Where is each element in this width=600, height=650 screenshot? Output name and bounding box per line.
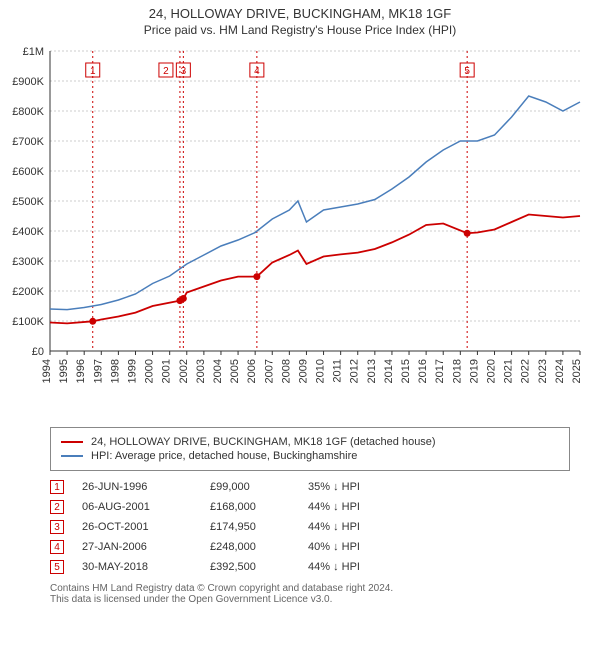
svg-text:2024: 2024 [554, 359, 566, 383]
transaction-row: 3 26-OCT-2001 £174,950 44% ↓ HPI [50, 517, 570, 537]
transaction-hpi: 40% ↓ HPI [308, 541, 398, 553]
svg-text:2015: 2015 [400, 359, 412, 383]
transactions-table: 1 26-JUN-1996 £99,000 35% ↓ HPI 2 06-AUG-2001… [50, 477, 570, 577]
svg-text:2025: 2025 [571, 359, 583, 383]
footer-line-2: This data is licensed under the Open Gov… [50, 594, 570, 605]
transaction-row: 2 06-AUG-2001 £168,000 44% ↓ HPI [50, 497, 570, 517]
legend-swatch [61, 441, 83, 443]
svg-text:£400K: £400K [12, 226, 44, 238]
svg-text:2016: 2016 [417, 359, 429, 383]
transaction-price: £99,000 [210, 481, 290, 493]
svg-text:£300K: £300K [12, 256, 44, 268]
transaction-hpi: 44% ↓ HPI [308, 501, 398, 513]
svg-text:£1M: £1M [23, 46, 44, 58]
transaction-date: 26-JUN-1996 [82, 481, 192, 493]
svg-text:2005: 2005 [229, 359, 241, 383]
svg-text:1: 1 [90, 66, 96, 77]
transaction-number-box: 2 [50, 500, 64, 514]
transaction-price: £174,950 [210, 521, 290, 533]
svg-text:1996: 1996 [75, 359, 87, 383]
transaction-date: 27-JAN-2006 [82, 541, 192, 553]
svg-text:2001: 2001 [161, 359, 173, 383]
chart-titles: 24, HOLLOWAY DRIVE, BUCKINGHAM, MK18 1GF… [0, 0, 600, 41]
svg-text:2021: 2021 [503, 359, 515, 383]
transaction-row: 4 27-JAN-2006 £248,000 40% ↓ HPI [50, 537, 570, 557]
svg-text:£0: £0 [32, 346, 44, 358]
transaction-price: £168,000 [210, 501, 290, 513]
svg-text:2010: 2010 [315, 359, 327, 383]
legend-item: 24, HOLLOWAY DRIVE, BUCKINGHAM, MK18 1GF… [61, 436, 559, 448]
transaction-hpi: 44% ↓ HPI [308, 561, 398, 573]
transaction-date: 06-AUG-2001 [82, 501, 192, 513]
legend: 24, HOLLOWAY DRIVE, BUCKINGHAM, MK18 1GF… [50, 427, 570, 471]
svg-text:2: 2 [163, 66, 169, 77]
chart-svg: £0 £100K £200K £300K £400K £500K £600K £700K £80… [0, 41, 600, 421]
svg-text:2002: 2002 [178, 359, 190, 383]
svg-text:2011: 2011 [332, 359, 344, 383]
svg-text:4: 4 [254, 66, 260, 77]
legend-label: HPI: Average price, detached house, Buck… [91, 450, 357, 462]
svg-text:£600K: £600K [12, 166, 44, 178]
svg-text:2014: 2014 [383, 359, 395, 383]
chart-area: £0 £100K £200K £300K £400K £500K £600K £700K £80… [0, 41, 600, 421]
svg-text:1995: 1995 [58, 359, 70, 383]
svg-text:2006: 2006 [246, 359, 258, 383]
svg-text:2012: 2012 [349, 359, 361, 383]
legend-item: HPI: Average price, detached house, Buck… [61, 450, 559, 462]
svg-text:2018: 2018 [451, 359, 463, 383]
svg-text:2020: 2020 [486, 359, 498, 383]
svg-text:2007: 2007 [263, 359, 275, 383]
transaction-number-box: 5 [50, 560, 64, 574]
svg-text:2004: 2004 [212, 359, 224, 383]
svg-text:£800K: £800K [12, 106, 44, 118]
svg-text:2023: 2023 [537, 359, 549, 383]
transaction-number-box: 3 [50, 520, 64, 534]
svg-text:2019: 2019 [468, 359, 480, 383]
legend-label: 24, HOLLOWAY DRIVE, BUCKINGHAM, MK18 1GF… [91, 436, 436, 448]
svg-text:1998: 1998 [109, 359, 121, 383]
footer-line-1: Contains HM Land Registry data © Crown c… [50, 583, 570, 594]
svg-text:2013: 2013 [366, 359, 378, 383]
svg-text:1994: 1994 [41, 359, 53, 383]
svg-text:£500K: £500K [12, 196, 44, 208]
svg-text:1997: 1997 [92, 359, 104, 383]
svg-text:£700K: £700K [12, 136, 44, 148]
transaction-row: 5 30-MAY-2018 £392,500 44% ↓ HPI [50, 557, 570, 577]
transaction-row: 1 26-JUN-1996 £99,000 35% ↓ HPI [50, 477, 570, 497]
svg-text:2017: 2017 [434, 359, 446, 383]
svg-text:5: 5 [464, 66, 470, 77]
svg-text:2008: 2008 [280, 359, 292, 383]
svg-text:1999: 1999 [126, 359, 138, 383]
svg-text:2022: 2022 [520, 359, 532, 383]
legend-swatch [61, 455, 83, 457]
transaction-number-box: 4 [50, 540, 64, 554]
transaction-hpi: 35% ↓ HPI [308, 481, 398, 493]
transaction-hpi: 44% ↓ HPI [308, 521, 398, 533]
svg-text:2003: 2003 [195, 359, 207, 383]
transaction-date: 26-OCT-2001 [82, 521, 192, 533]
svg-text:£900K: £900K [12, 76, 44, 88]
title-line-2: Price paid vs. HM Land Registry's House … [10, 23, 590, 37]
transaction-date: 30-MAY-2018 [82, 561, 192, 573]
footer-attribution: Contains HM Land Registry data © Crown c… [50, 583, 570, 605]
svg-text:£100K: £100K [12, 316, 44, 328]
svg-text:2000: 2000 [144, 359, 156, 383]
title-line-1: 24, HOLLOWAY DRIVE, BUCKINGHAM, MK18 1GF [10, 6, 590, 21]
svg-text:£200K: £200K [12, 286, 44, 298]
svg-text:2009: 2009 [297, 359, 309, 383]
transaction-price: £392,500 [210, 561, 290, 573]
transaction-price: £248,000 [210, 541, 290, 553]
transaction-number-box: 1 [50, 480, 64, 494]
svg-text:3: 3 [181, 66, 187, 77]
